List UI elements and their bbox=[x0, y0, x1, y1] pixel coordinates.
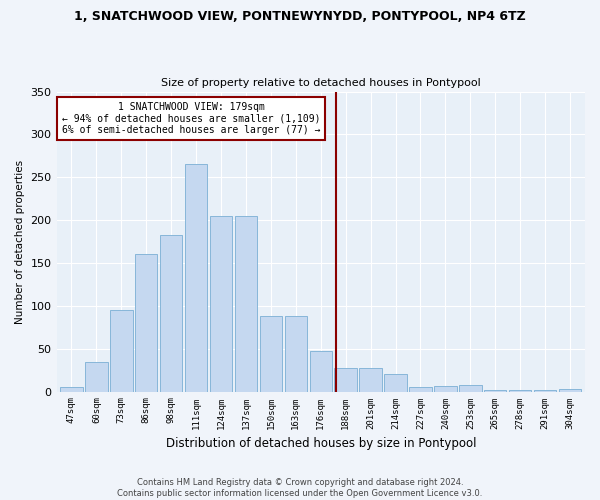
Bar bbox=[85, 362, 107, 392]
Title: Size of property relative to detached houses in Pontypool: Size of property relative to detached ho… bbox=[161, 78, 481, 88]
Bar bbox=[60, 388, 83, 392]
Bar bbox=[359, 368, 382, 392]
Y-axis label: Number of detached properties: Number of detached properties bbox=[15, 160, 25, 324]
Bar bbox=[235, 216, 257, 392]
Bar bbox=[385, 374, 407, 392]
Bar bbox=[459, 384, 482, 392]
Bar bbox=[409, 388, 431, 392]
Text: 1 SNATCHWOOD VIEW: 179sqm
← 94% of detached houses are smaller (1,109)
6% of sem: 1 SNATCHWOOD VIEW: 179sqm ← 94% of detac… bbox=[62, 102, 320, 135]
Bar bbox=[534, 390, 556, 392]
Bar bbox=[135, 254, 157, 392]
Bar bbox=[260, 316, 282, 392]
Text: Contains HM Land Registry data © Crown copyright and database right 2024.
Contai: Contains HM Land Registry data © Crown c… bbox=[118, 478, 482, 498]
Bar bbox=[110, 310, 133, 392]
Bar bbox=[210, 216, 232, 392]
Bar bbox=[310, 352, 332, 392]
Text: 1, SNATCHWOOD VIEW, PONTNEWYNYDD, PONTYPOOL, NP4 6TZ: 1, SNATCHWOOD VIEW, PONTNEWYNYDD, PONTYP… bbox=[74, 10, 526, 23]
Bar bbox=[160, 234, 182, 392]
Bar bbox=[185, 164, 208, 392]
Bar bbox=[334, 368, 357, 392]
Bar bbox=[484, 390, 506, 392]
Bar bbox=[284, 316, 307, 392]
Bar bbox=[434, 386, 457, 392]
Bar bbox=[509, 390, 532, 392]
Bar bbox=[559, 389, 581, 392]
X-axis label: Distribution of detached houses by size in Pontypool: Distribution of detached houses by size … bbox=[166, 437, 476, 450]
